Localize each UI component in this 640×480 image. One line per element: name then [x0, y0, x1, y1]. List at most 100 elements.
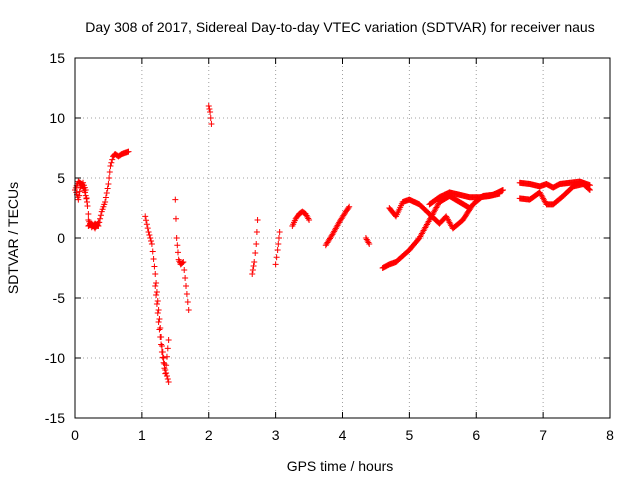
data-point-marker: [174, 249, 181, 256]
data-point-marker: [148, 241, 155, 247]
data-point-marker: [165, 379, 172, 385]
data-point-marker: [174, 242, 181, 249]
data-point-marker: [173, 235, 180, 241]
data-point-marker: [153, 280, 160, 286]
y-axis-label: SDTVAR / TECUs: [5, 182, 21, 294]
data-point-marker: [181, 267, 188, 273]
data-point-marker: [276, 229, 283, 235]
data-point-marker: [146, 232, 153, 238]
data-point-marker: [156, 316, 163, 322]
data-point-marker: [183, 283, 190, 289]
data-point-marker: [500, 187, 506, 193]
data-point-marker: [254, 217, 261, 223]
data-point-marker: [152, 283, 159, 289]
data-point-marker: [95, 223, 102, 229]
data-point-marker: [143, 217, 150, 224]
data-point-marker: [125, 148, 132, 155]
data-point-marker: [151, 263, 158, 270]
x-tick-label: 1: [138, 427, 146, 443]
y-tick-label: 5: [57, 170, 65, 186]
data-point-marker: [159, 354, 166, 361]
tick-layer: 0 1 2 3 4 5 6 7 8 -15 -10 -5 0 5 10 15: [45, 50, 614, 443]
data-point-marker: [496, 190, 503, 197]
x-tick-label: 5: [405, 427, 413, 443]
data-point-marker: [154, 310, 161, 316]
data-point-marker: [208, 121, 215, 127]
data-point-marker: [76, 188, 83, 195]
data-point-marker: [179, 259, 186, 266]
data-point-marker: [156, 326, 163, 333]
data-point-marker: [183, 291, 190, 297]
x-tick-label: 8: [606, 427, 614, 443]
data-point-marker: [108, 159, 115, 166]
data-point-marker: [145, 229, 152, 235]
data-point-marker: [154, 298, 161, 304]
data-point-marker: [274, 247, 281, 253]
data-point-marker: [150, 256, 157, 262]
data-point-marker: [158, 341, 165, 348]
data-point-marker: [102, 199, 109, 205]
data-point-marker: [272, 261, 279, 268]
y-tick-label: 10: [49, 110, 65, 126]
data-point-marker: [253, 229, 260, 235]
data-point-marker: [306, 217, 313, 223]
data-point-marker: [109, 156, 116, 163]
data-point-marker: [249, 267, 256, 273]
x-tick-label: 6: [472, 427, 480, 443]
data-point-marker: [206, 106, 213, 112]
data-point-marker: [180, 259, 187, 265]
data-point-marker: [207, 109, 214, 115]
y-tick-label: 0: [57, 230, 65, 246]
data-point-marker: [97, 215, 104, 222]
data-point-marker: [153, 292, 160, 298]
data-point-marker: [158, 349, 165, 355]
data-point-marker: [142, 213, 149, 220]
data-point-marker: [105, 181, 112, 187]
data-point-marker: [164, 345, 171, 352]
data-point-marker: [164, 376, 171, 382]
plot-frame: [74, 57, 611, 419]
x-tick-label: 7: [539, 427, 547, 443]
data-point-marker: [148, 238, 155, 244]
marker-layer: [72, 103, 593, 385]
data-point-marker: [75, 196, 82, 203]
data-point-marker: [102, 194, 109, 201]
data-point-marker: [83, 195, 90, 201]
data-point-marker: [104, 185, 111, 192]
data-point-marker: [143, 221, 150, 228]
data-point-marker: [251, 259, 258, 265]
data-point-marker: [250, 263, 257, 269]
x-axis-label: GPS time / hours: [287, 458, 394, 474]
data-point-marker: [144, 225, 151, 232]
data-point-marker: [106, 175, 113, 181]
data-point-marker: [155, 307, 162, 313]
data-point-marker: [205, 103, 212, 109]
data-point-marker: [586, 187, 593, 193]
chart-title: Day 308 of 2017, Sidereal Day-to-day VTE…: [85, 19, 594, 35]
data-point-marker: [253, 241, 260, 247]
data-point-marker: [97, 212, 104, 219]
data-point-marker: [163, 370, 170, 376]
y-tick-label: -5: [53, 290, 66, 306]
data-point-marker: [96, 219, 103, 226]
data-point-marker: [275, 241, 282, 247]
data-point-marker: [147, 235, 154, 241]
data-point-marker: [249, 271, 256, 277]
data-point-marker: [275, 235, 282, 241]
data-point-marker: [152, 271, 159, 277]
data-point-marker: [346, 203, 353, 210]
data-point-marker: [84, 203, 91, 209]
y-tick-label: -10: [45, 350, 65, 366]
x-tick-label: 2: [205, 427, 213, 443]
data-point-marker: [82, 187, 89, 193]
data-point-marker: [76, 192, 83, 199]
data-point-marker: [185, 307, 192, 313]
data-point-marker: [172, 215, 179, 222]
data-point-marker: [366, 241, 373, 247]
y-tick-label: -15: [45, 410, 65, 426]
data-point-marker: [252, 250, 259, 256]
data-point-marker: [182, 275, 189, 281]
data-point-marker: [207, 115, 214, 121]
data-point-marker: [149, 248, 156, 255]
